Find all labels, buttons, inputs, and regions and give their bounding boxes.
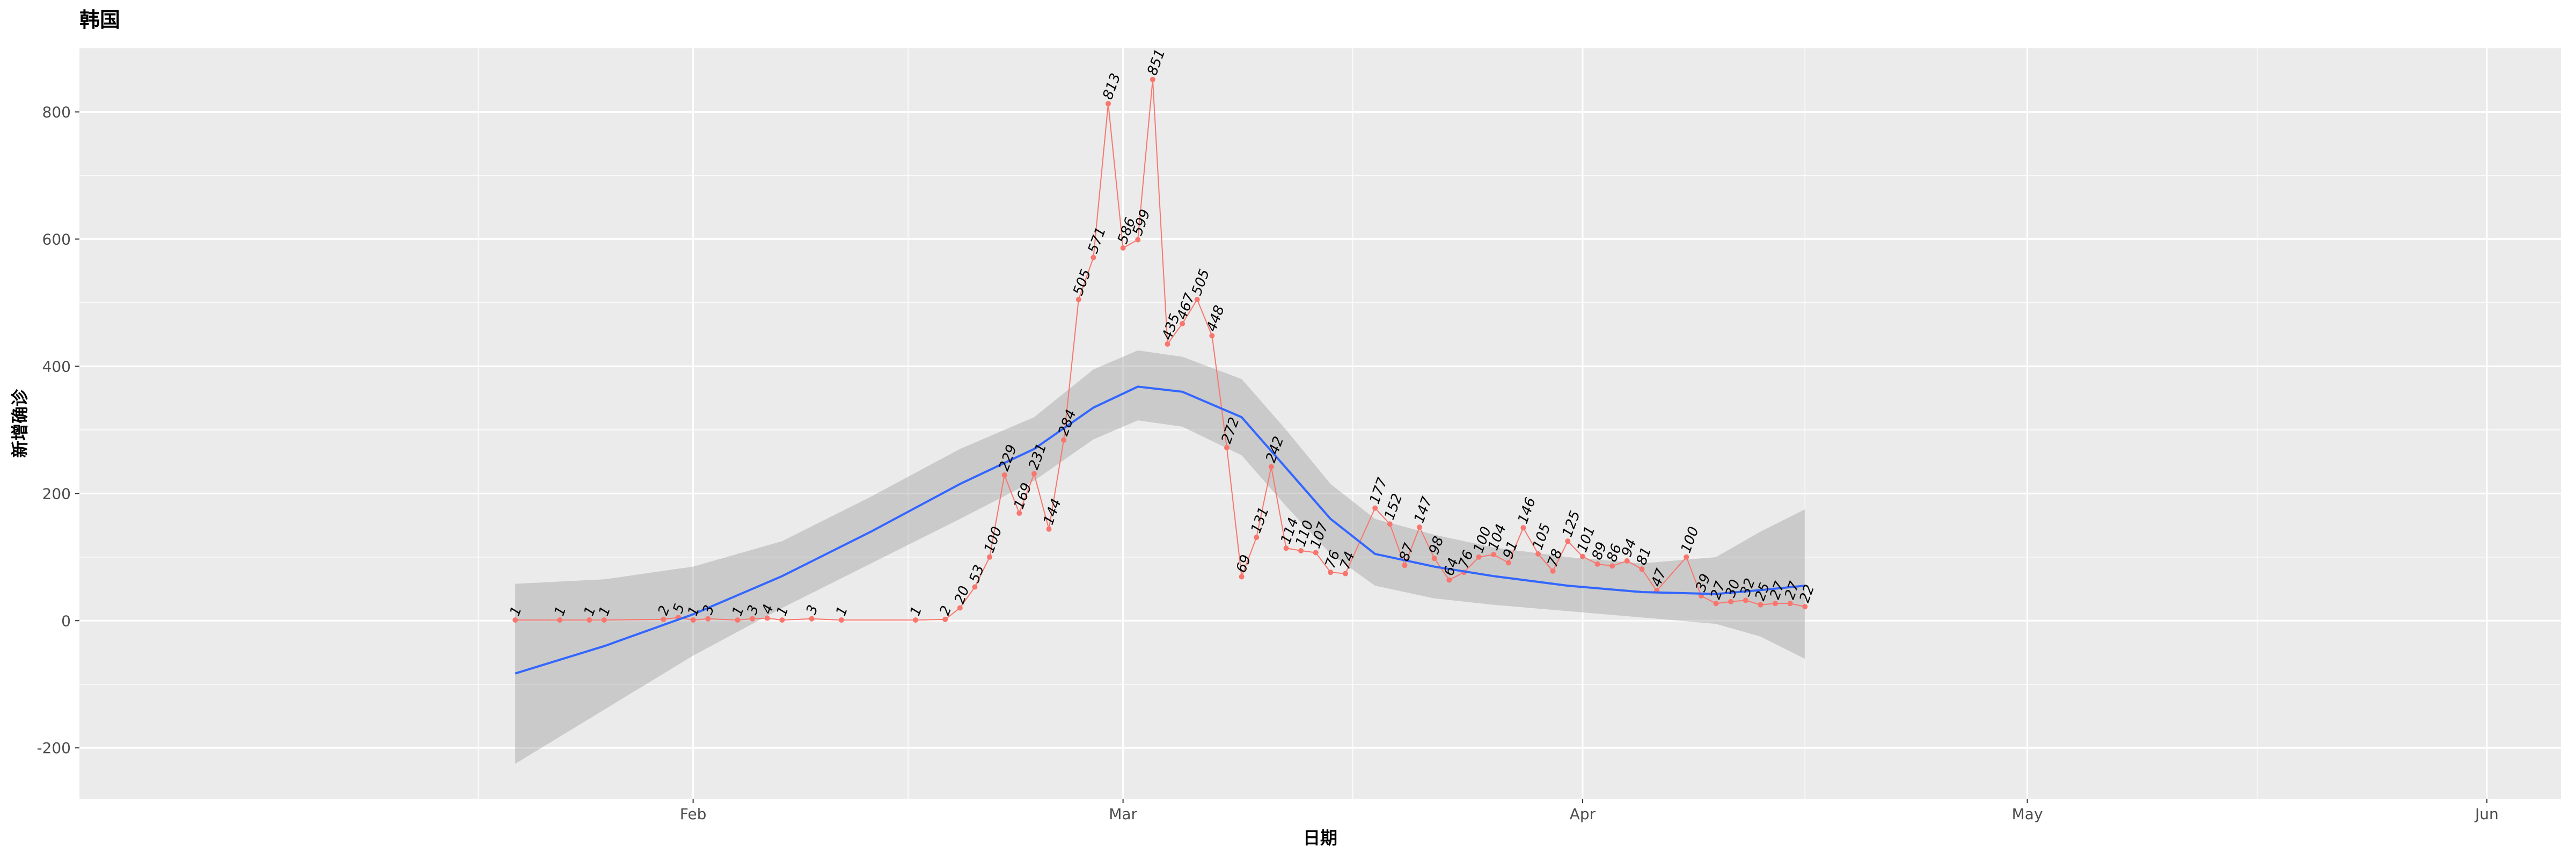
data-point xyxy=(1402,563,1408,568)
data-point xyxy=(1298,548,1304,553)
data-point xyxy=(1431,556,1437,561)
data-point xyxy=(1075,296,1081,302)
x-axis-title: 日期 xyxy=(1303,828,1337,848)
data-point xyxy=(1194,296,1200,302)
data-point xyxy=(705,616,711,622)
data-point xyxy=(1476,554,1482,560)
data-point xyxy=(587,617,592,623)
data-point xyxy=(1535,551,1541,557)
data-point xyxy=(661,616,667,622)
data-point xyxy=(1594,561,1600,567)
data-point xyxy=(1342,571,1348,577)
y-tick-label: 400 xyxy=(42,357,71,375)
data-point xyxy=(1135,237,1141,243)
data-point xyxy=(1165,341,1170,347)
smooth-fit-line xyxy=(515,385,1805,675)
x-tick-label: Mar xyxy=(1109,805,1137,823)
data-point xyxy=(1639,566,1645,572)
data-point xyxy=(513,617,518,623)
data-point xyxy=(779,617,785,623)
data-point xyxy=(1180,320,1185,326)
y-tick-label: 200 xyxy=(42,485,71,502)
data-point xyxy=(1713,601,1719,607)
smooth-confidence-band xyxy=(515,350,1805,764)
data-point xyxy=(1758,602,1763,608)
data-point xyxy=(1787,601,1793,607)
x-tick-label: Apr xyxy=(1570,805,1596,823)
data-point xyxy=(1091,254,1096,260)
data-point xyxy=(1254,535,1260,541)
data-point xyxy=(764,615,770,621)
data-point xyxy=(1387,521,1393,527)
data-point xyxy=(1239,574,1245,580)
data-point xyxy=(1684,554,1689,560)
y-tick-label: 0 xyxy=(61,612,71,630)
data-point xyxy=(1001,472,1007,478)
data-point xyxy=(1520,525,1526,531)
data-point xyxy=(1372,505,1378,511)
data-point xyxy=(1016,510,1022,516)
y-tick-label: -200 xyxy=(36,739,71,757)
data-point xyxy=(1609,563,1615,569)
data-point xyxy=(957,605,963,611)
data-point xyxy=(838,617,844,623)
data-point xyxy=(690,617,696,623)
data-point xyxy=(1268,464,1274,470)
data-point xyxy=(601,617,607,623)
data-point xyxy=(1802,604,1808,610)
data-point xyxy=(942,616,948,622)
data-point xyxy=(1328,570,1334,575)
data-point xyxy=(750,616,756,622)
data-point xyxy=(1105,101,1111,107)
data-point xyxy=(1624,558,1630,564)
data-point xyxy=(1579,553,1585,559)
data-point xyxy=(1120,245,1126,251)
data-point xyxy=(557,617,562,623)
y-axis-title: 新增确诊 xyxy=(10,389,30,458)
data-point xyxy=(735,617,741,623)
data-point xyxy=(1209,333,1215,339)
data-point xyxy=(1046,526,1052,532)
data-point xyxy=(1417,524,1423,530)
x-tick-label: Feb xyxy=(680,805,707,823)
smooth-band-layer xyxy=(515,350,1805,764)
data-point xyxy=(1446,577,1452,583)
x-tick-label: Jun xyxy=(2474,805,2499,823)
data-point xyxy=(1031,471,1037,477)
axis-layer: -200 0 200 400 600 800 Feb Mar Apr May Jun xyxy=(36,103,2498,823)
data-point xyxy=(1550,568,1556,574)
data-point xyxy=(1224,445,1230,451)
data-point xyxy=(1150,77,1155,83)
data-point xyxy=(972,584,978,590)
x-tick-label: May xyxy=(2012,805,2043,823)
data-point xyxy=(1773,601,1779,607)
chart-title: 韩国 xyxy=(79,8,120,32)
data-point xyxy=(912,617,918,623)
series-layer xyxy=(513,77,1808,675)
y-tick-label: 600 xyxy=(42,230,71,248)
data-point xyxy=(809,616,815,622)
data-point xyxy=(1565,538,1571,544)
grid-layer xyxy=(79,48,2561,799)
y-tick-label: 800 xyxy=(42,103,71,121)
data-point xyxy=(1491,552,1497,558)
data-point xyxy=(1728,599,1734,604)
data-point xyxy=(1743,597,1748,603)
plot-panel xyxy=(79,48,2561,799)
data-point xyxy=(1061,437,1067,443)
data-point xyxy=(1283,545,1289,551)
data-point xyxy=(1313,550,1319,556)
data-point xyxy=(1505,560,1511,566)
data-point xyxy=(987,554,993,560)
